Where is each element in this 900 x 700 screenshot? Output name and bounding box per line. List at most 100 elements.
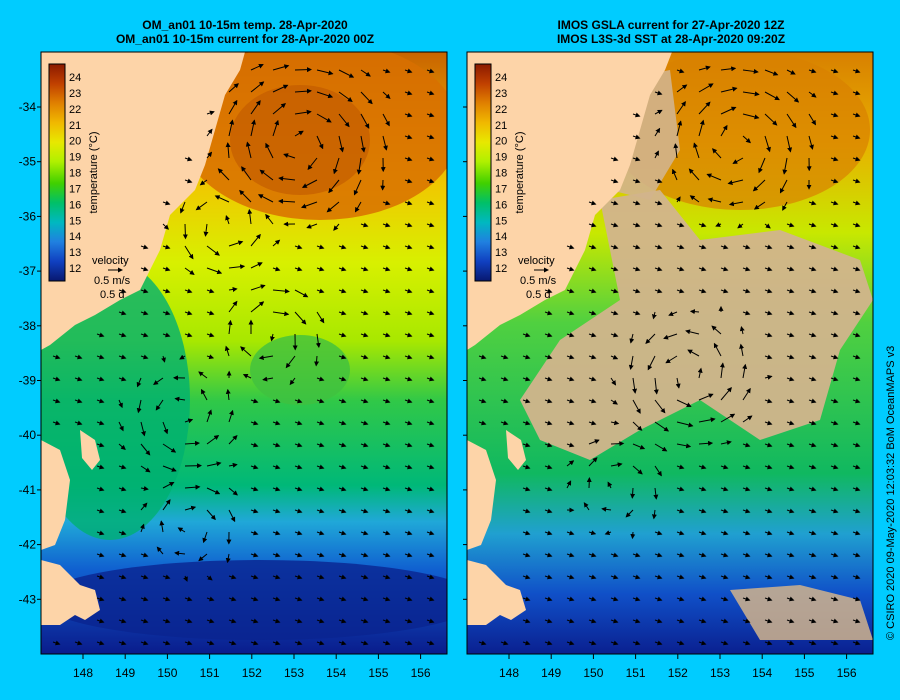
- current-vector: [654, 399, 666, 414]
- current-vector: [522, 596, 531, 602]
- current-vector: [316, 311, 325, 324]
- current-vector: [808, 442, 817, 448]
- lon-tick-label: 149: [541, 666, 561, 680]
- current-vector: [206, 509, 216, 521]
- current-vector: [140, 421, 146, 437]
- current-vector: [764, 266, 773, 272]
- current-vector: [808, 266, 817, 272]
- current-vector: [294, 442, 303, 448]
- current-vector: [566, 574, 575, 580]
- colorbar-tick-label: 15: [495, 215, 507, 227]
- current-vector: [333, 157, 340, 175]
- current-vector: [338, 332, 347, 338]
- current-vector: [786, 113, 797, 129]
- current-vector: [228, 119, 235, 137]
- current-vector: [404, 420, 413, 426]
- current-vector: [250, 596, 259, 602]
- current-vector: [742, 486, 751, 492]
- current-vector: [426, 90, 435, 96]
- current-vector: [250, 552, 259, 558]
- current-vector: [610, 420, 620, 426]
- current-vector: [654, 266, 663, 272]
- current-vector: [225, 388, 231, 401]
- current-vector: [140, 552, 149, 558]
- current-vector: [162, 421, 169, 435]
- current-vector: [426, 332, 435, 338]
- current-vector: [786, 332, 795, 338]
- colorbar-label: temperature (°C): [88, 131, 100, 213]
- current-vector: [786, 310, 795, 316]
- current-vector: [338, 398, 347, 404]
- current-vector: [426, 596, 435, 602]
- current-vector: [294, 486, 303, 492]
- current-vector: [685, 329, 700, 335]
- lon-tick-label: 156: [837, 666, 857, 680]
- current-vector: [522, 640, 531, 646]
- current-vector: [808, 376, 817, 382]
- current-vector: [360, 113, 370, 129]
- current-vector: [159, 520, 165, 533]
- current-vector: [742, 310, 751, 316]
- right-longitude-axis: 148 149 150 151 152 153 154 155 156: [499, 654, 857, 680]
- current-vector: [676, 464, 685, 470]
- current-vector: [250, 640, 259, 646]
- current-vector: [852, 640, 861, 646]
- current-vector: [404, 596, 413, 602]
- current-vector: [426, 442, 435, 448]
- current-vector: [698, 618, 707, 624]
- current-vector: [852, 376, 861, 382]
- current-vector: [742, 508, 751, 514]
- current-vector: [206, 151, 213, 159]
- current-vector: [610, 618, 619, 624]
- current-vector: [727, 179, 744, 185]
- current-vector: [632, 421, 643, 431]
- current-vector: [206, 310, 215, 316]
- current-vector: [74, 376, 83, 382]
- current-vector: [338, 420, 347, 426]
- lat-tick-label: -42: [19, 538, 37, 552]
- current-vector: [228, 462, 238, 468]
- current-vector: [360, 486, 369, 492]
- current-vector: [206, 128, 213, 137]
- current-vector: [265, 142, 274, 159]
- current-vector: [360, 530, 369, 536]
- current-vector: [764, 530, 773, 536]
- current-vector: [478, 640, 487, 646]
- current-vector: [654, 640, 663, 646]
- current-vector: [382, 68, 391, 74]
- colorbar-tick-label: 15: [69, 215, 81, 227]
- lon-tick-label: 154: [326, 666, 346, 680]
- current-vector: [632, 618, 641, 624]
- current-vector: [713, 342, 722, 357]
- current-vector: [155, 399, 164, 411]
- colorbar-tick-label: 17: [69, 183, 81, 195]
- current-vector: [522, 332, 531, 338]
- current-vector: [382, 596, 391, 602]
- left-panel-title: OM_an01 10-15m temp. 28-Apr-2020 OM_an01…: [40, 18, 450, 46]
- current-vector: [228, 618, 237, 624]
- current-vector: [808, 288, 817, 294]
- current-vector: [174, 396, 186, 402]
- current-vector: [720, 266, 729, 272]
- current-vector: [654, 150, 659, 159]
- current-vector: [404, 376, 413, 382]
- lon-tick-label: 153: [284, 666, 304, 680]
- current-vector: [162, 332, 171, 338]
- current-vector: [52, 398, 61, 404]
- current-vector: [752, 179, 766, 192]
- current-vector: [184, 596, 193, 602]
- current-vector: [478, 376, 487, 382]
- current-vector: [179, 354, 186, 360]
- current-vector: [96, 508, 105, 514]
- current-vector: [184, 332, 193, 338]
- current-vector: [786, 552, 795, 558]
- current-vector: [404, 134, 413, 140]
- current-vector: [338, 442, 347, 448]
- current-vector: [140, 288, 149, 294]
- current-vector: [426, 376, 435, 382]
- lat-tick-label: -34: [19, 100, 37, 114]
- current-vector: [316, 398, 325, 404]
- current-vector: [272, 64, 290, 71]
- current-vector: [426, 640, 435, 646]
- current-vector: [118, 399, 123, 409]
